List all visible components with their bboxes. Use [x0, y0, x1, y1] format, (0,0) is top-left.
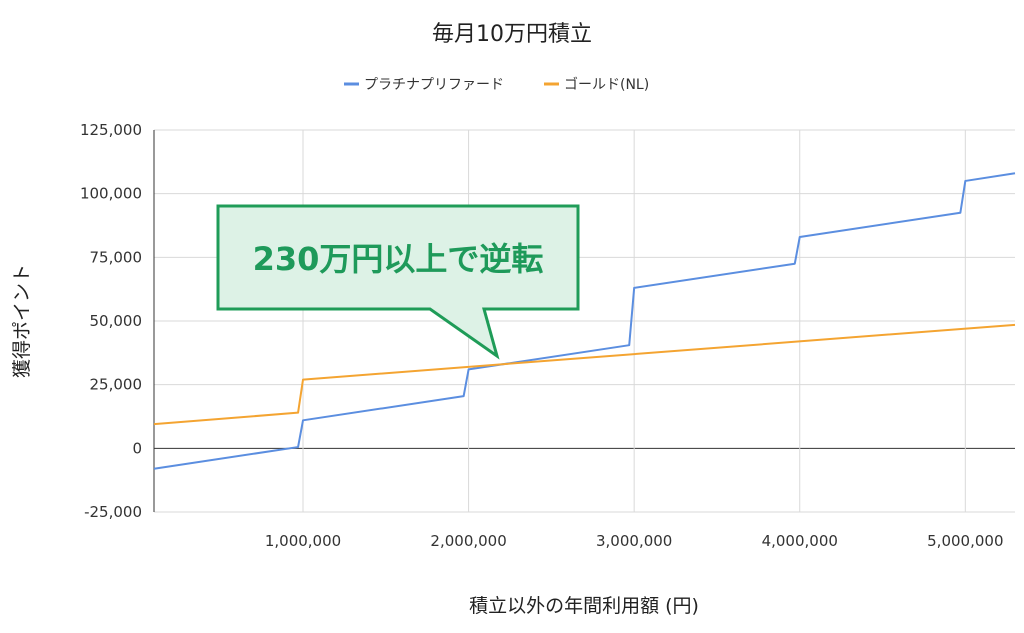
y-axis-title: 獲得ポイント	[11, 264, 33, 378]
y-tick-label: 75,000	[90, 248, 143, 266]
annotation-text: 230万円以上で逆転	[253, 240, 544, 278]
y-tick-label: 125,000	[80, 121, 142, 139]
y-tick-label: 0	[132, 439, 142, 457]
x-tick-label: 5,000,000	[927, 532, 1003, 550]
chart-title: 毎月10万円積立	[432, 22, 592, 47]
x-axis-ticks: 1,000,000 2,000,000 3,000,000 4,000,000 5,00…	[265, 532, 1004, 550]
annotation-callout: 230万円以上で逆転	[216, 204, 580, 360]
grid	[154, 129, 1015, 513]
series-layer	[153, 172, 1016, 470]
x-tick-label: 4,000,000	[762, 532, 838, 550]
legend-label-1: ゴールド(NL)	[564, 76, 649, 93]
x-tick-label: 2,000,000	[430, 532, 506, 550]
legend: プラチナプリファード ゴールド(NL)	[344, 76, 649, 93]
y-tick-label: -25,000	[84, 503, 142, 521]
legend-label-0: プラチナプリファード	[364, 77, 504, 93]
y-tick-label: 25,000	[90, 376, 143, 394]
callout-box	[216, 204, 580, 360]
x-tick-label: 1,000,000	[265, 532, 341, 550]
x-tick-label: 3,000,000	[596, 532, 672, 550]
series-line-1	[153, 323, 1016, 426]
x-axis-title: 積立以外の年間利用額 (円)	[469, 595, 699, 617]
y-tick-label: 50,000	[90, 312, 143, 330]
y-tick-label: 100,000	[80, 185, 142, 203]
y-axis-ticks: -25,000 0 25,000 50,000 75,000 100,000 125,000	[80, 121, 142, 521]
series-line-0	[153, 172, 1016, 470]
